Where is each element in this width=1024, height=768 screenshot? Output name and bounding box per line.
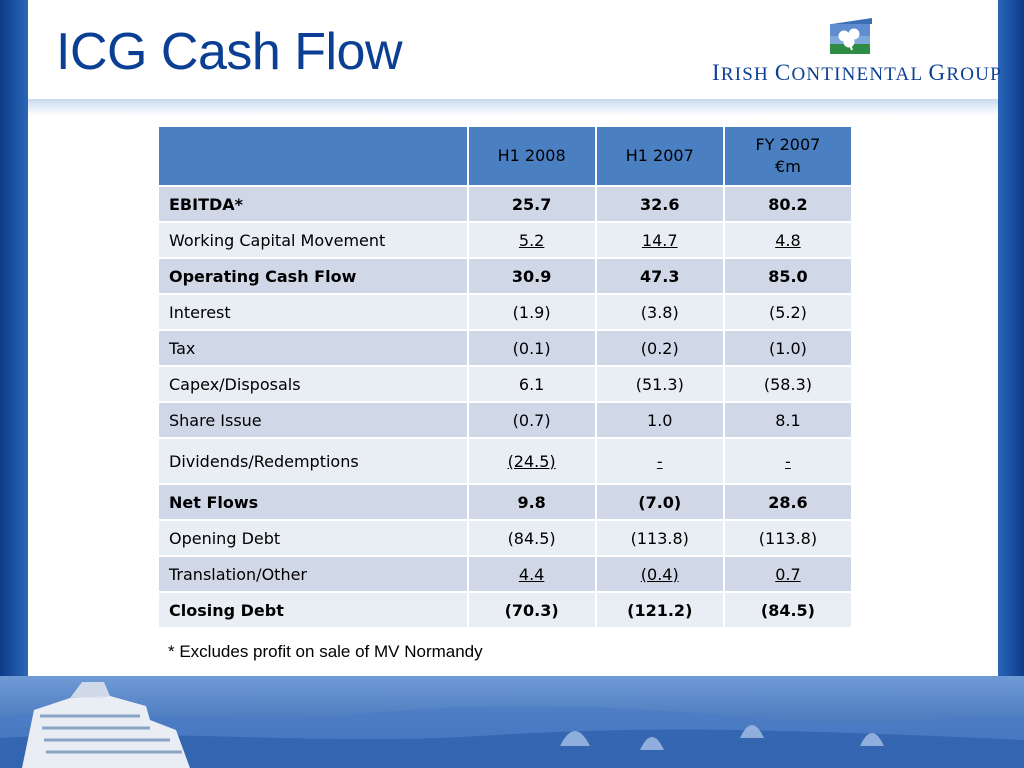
cell-value: 28.6 xyxy=(722,483,854,521)
cell-value: (113.8) xyxy=(722,519,854,557)
underlined-value: (24.5) xyxy=(507,451,556,471)
row-label: Translation/Other xyxy=(157,555,469,593)
footnote: * Excludes profit on sale of MV Normandy xyxy=(168,642,483,661)
table-row: Working Capital Movement 5.2 14.7 4.8 xyxy=(157,221,854,259)
cell-value: (5.2) xyxy=(722,293,854,331)
row-label: Operating Cash Flow xyxy=(157,257,469,295)
row-label: Share Issue xyxy=(157,401,469,439)
cell-value: 14.7 xyxy=(594,221,725,259)
cell-value: (58.3) xyxy=(722,365,854,403)
cell-value: (0.4) xyxy=(594,555,725,593)
row-label: EBITDA* xyxy=(157,185,469,223)
row-label: Opening Debt xyxy=(157,519,469,557)
table-row: Opening Debt (84.5) (113.8) (113.8) xyxy=(157,519,854,557)
underlined-value: - xyxy=(785,451,791,471)
row-label: Dividends/Redemptions xyxy=(157,437,469,485)
cell-value: (70.3) xyxy=(466,591,597,629)
cell-value: 25.7 xyxy=(466,185,597,223)
row-label: Capex/Disposals xyxy=(157,365,469,403)
header-label-cell xyxy=(157,125,469,187)
underlined-value: 0.7 xyxy=(775,564,801,584)
cell-value: 85.0 xyxy=(722,257,854,295)
cell-value: 5.2 xyxy=(466,221,597,259)
underlined-value: 4.8 xyxy=(775,230,801,250)
cell-value: (0.1) xyxy=(466,329,597,367)
row-label: Net Flows xyxy=(157,483,469,521)
cell-value: (0.7) xyxy=(466,401,597,439)
cell-value: (84.5) xyxy=(466,519,597,557)
cell-value: 80.2 xyxy=(722,185,854,223)
cash-flow-table: H1 2008 H1 2007 FY 2007 €m EBITDA* 25.7 … xyxy=(157,125,854,629)
cell-value: (51.3) xyxy=(594,365,725,403)
table-row: Closing Debt (70.3) (121.2) (84.5) xyxy=(157,591,854,629)
cell-value: (1.0) xyxy=(722,329,854,367)
left-frame-bar xyxy=(0,0,28,768)
table-row: Dividends/Redemptions (24.5) - - xyxy=(157,437,854,485)
cell-value: (7.0) xyxy=(594,483,725,521)
cell-value: - xyxy=(722,437,854,485)
row-label: Working Capital Movement xyxy=(157,221,469,259)
table-row: Share Issue (0.7) 1.0 8.1 xyxy=(157,401,854,439)
title-rule xyxy=(28,99,998,116)
header-h1-2007: H1 2007 xyxy=(594,125,725,187)
cell-value: (113.8) xyxy=(594,519,725,557)
company-name: IRISH CONTINENTAL GROUP xyxy=(712,60,1002,85)
cell-value: (1.9) xyxy=(466,293,597,331)
cell-value: 4.4 xyxy=(466,555,597,593)
cell-value: 1.0 xyxy=(594,401,725,439)
cell-value: (24.5) xyxy=(466,437,597,485)
table-row: Tax (0.1) (0.2) (1.0) xyxy=(157,329,854,367)
underlined-value: (0.4) xyxy=(640,564,679,584)
cell-value: 6.1 xyxy=(466,365,597,403)
header-fy-2007: FY 2007 €m xyxy=(722,125,854,187)
table-header-row: H1 2008 H1 2007 FY 2007 €m xyxy=(157,125,854,187)
underlined-value: - xyxy=(656,451,663,471)
slide-title: ICG Cash Flow xyxy=(56,23,403,81)
table-row: EBITDA* 25.7 32.6 80.2 xyxy=(157,185,854,223)
right-frame-bar xyxy=(998,0,1024,768)
cell-value: 30.9 xyxy=(466,257,597,295)
cell-value: 32.6 xyxy=(594,185,725,223)
ferry-harbour-illustration xyxy=(0,676,1024,768)
table-row: Interest (1.9) (3.8) (5.2) xyxy=(157,293,854,331)
table-row: Capex/Disposals 6.1 (51.3) (58.3) xyxy=(157,365,854,403)
ferry-harbour-photo xyxy=(0,676,1024,768)
row-label: Closing Debt xyxy=(157,591,469,629)
underlined-value: 14.7 xyxy=(641,230,678,250)
table-row: Translation/Other 4.4 (0.4) 0.7 xyxy=(157,555,854,593)
underlined-value: 4.4 xyxy=(518,564,545,584)
table-row: Net Flows 9.8 (7.0) 28.6 xyxy=(157,483,854,521)
cell-value: (0.2) xyxy=(594,329,725,367)
underlined-value: 5.2 xyxy=(518,230,545,250)
cell-value: (121.2) xyxy=(594,591,725,629)
cell-value: 8.1 xyxy=(722,401,854,439)
table-row: Operating Cash Flow 30.9 47.3 85.0 xyxy=(157,257,854,295)
row-label: Interest xyxy=(157,293,469,331)
cell-value: 9.8 xyxy=(466,483,597,521)
cell-value: (3.8) xyxy=(594,293,725,331)
row-label: Tax xyxy=(157,329,469,367)
cell-value: 0.7 xyxy=(722,555,854,593)
header-fy-2007-text: FY 2007 €m xyxy=(755,135,821,176)
cell-value: 4.8 xyxy=(722,221,854,259)
icg-logo-icon xyxy=(830,18,872,54)
cell-value: (84.5) xyxy=(722,591,854,629)
cell-value: - xyxy=(594,437,725,485)
ferry-icon xyxy=(22,682,190,768)
cell-value: 47.3 xyxy=(594,257,725,295)
header-h1-2008: H1 2008 xyxy=(466,125,597,187)
